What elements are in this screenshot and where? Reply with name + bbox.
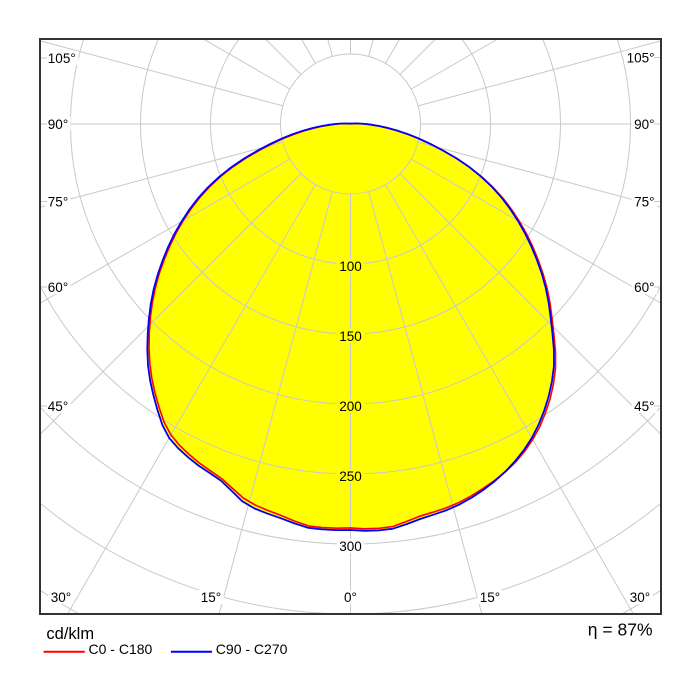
svg-text:90°: 90° — [634, 117, 654, 132]
svg-text:75°: 75° — [48, 194, 68, 209]
svg-text:60°: 60° — [634, 280, 654, 295]
svg-text:90°: 90° — [48, 117, 68, 132]
svg-text:75°: 75° — [634, 194, 654, 209]
svg-text:105°: 105° — [48, 51, 76, 66]
svg-text:15°: 15° — [480, 590, 500, 605]
svg-text:30°: 30° — [51, 590, 71, 605]
svg-text:cd/klm: cd/klm — [46, 625, 94, 643]
svg-text:60°: 60° — [48, 280, 68, 295]
svg-text:C0 - C180: C0 - C180 — [89, 641, 153, 657]
svg-text:30°: 30° — [630, 590, 650, 605]
svg-text:15°: 15° — [201, 590, 221, 605]
svg-text:η = 87%: η = 87% — [588, 620, 653, 640]
svg-text:100: 100 — [339, 259, 362, 274]
svg-text:200: 200 — [339, 399, 362, 414]
svg-text:250: 250 — [339, 469, 362, 484]
svg-text:45°: 45° — [48, 399, 68, 414]
svg-text:45°: 45° — [634, 399, 654, 414]
svg-text:0°: 0° — [344, 590, 357, 605]
svg-text:300: 300 — [339, 539, 362, 554]
svg-text:C90 - C270: C90 - C270 — [216, 641, 288, 657]
svg-text:105°: 105° — [627, 50, 655, 65]
svg-text:150: 150 — [339, 329, 362, 344]
